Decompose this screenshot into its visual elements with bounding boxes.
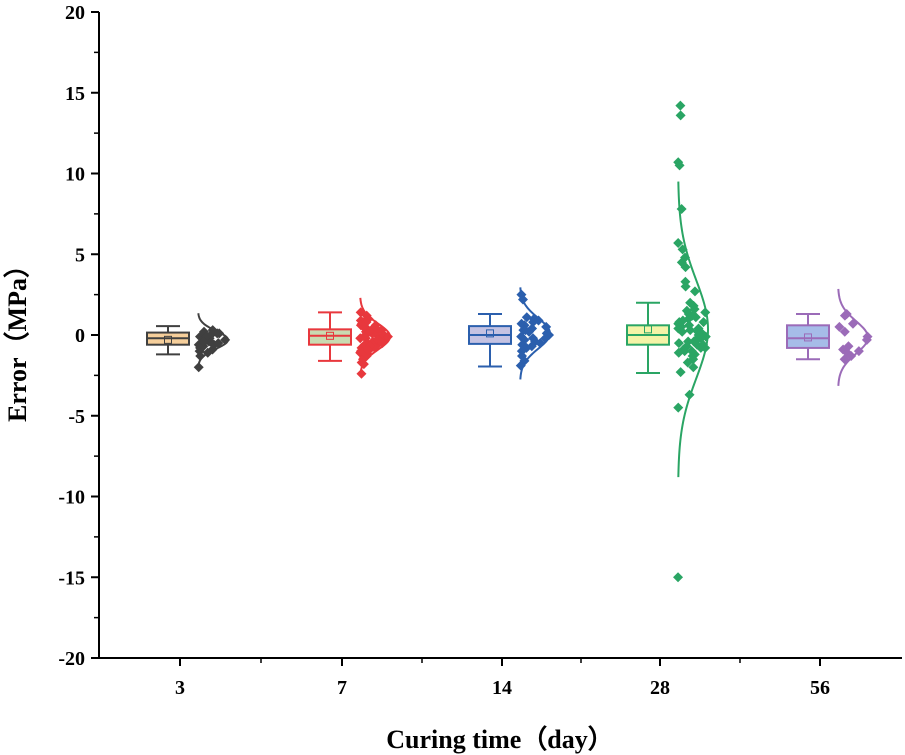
y-tick-label: -10: [58, 487, 85, 509]
plot-area: [146, 100, 873, 583]
data-point: [853, 346, 864, 357]
data-point: [377, 338, 388, 349]
x-tick-label: 14: [492, 677, 512, 699]
data-point: [698, 317, 709, 328]
y-tick-label: -5: [68, 406, 85, 428]
mean-marker: [486, 329, 494, 338]
x-axis-ticks: 3 7 14 28 56: [175, 658, 830, 699]
data-point: [193, 362, 204, 373]
data-point: [515, 360, 526, 371]
data-point: [674, 160, 685, 171]
data-point: [686, 346, 697, 357]
series-group-28: [626, 100, 711, 583]
data-point: [541, 321, 552, 332]
series-group-3: [146, 313, 231, 373]
data-point: [213, 338, 224, 349]
series-group-7: [308, 297, 393, 379]
data-point: [356, 368, 367, 379]
mean-marker: [164, 335, 172, 344]
data-point: [675, 100, 686, 111]
data-point: [355, 333, 366, 344]
data-point: [861, 334, 872, 345]
data-point: [675, 367, 686, 378]
data-point: [700, 307, 711, 318]
data-point: [695, 342, 706, 353]
mean-marker: [326, 331, 334, 340]
data-point: [358, 359, 369, 370]
data-point: [677, 326, 688, 337]
data-point: [680, 281, 691, 292]
data-point: [535, 338, 546, 349]
data-point: [834, 321, 845, 332]
data-point: [839, 354, 850, 365]
x-tick-label: 3: [175, 677, 185, 699]
box: [786, 324, 830, 349]
x-axis-title: Curing time（day）: [386, 725, 614, 754]
data-point: [207, 344, 218, 355]
data-point: [673, 237, 684, 248]
data-point: [362, 344, 373, 355]
data-point: [526, 341, 537, 352]
y-axis-ticks: -20 -15 -10 -5 0 5 10 15 20: [58, 2, 99, 670]
data-point: [839, 310, 850, 321]
data-point: [685, 325, 696, 336]
x-tick-label: 28: [650, 677, 670, 699]
mean-marker: [804, 333, 812, 342]
series-group-14: [468, 287, 555, 380]
data-point: [198, 336, 209, 347]
y-tick-label: -15: [58, 567, 85, 589]
distribution-curve: [677, 181, 710, 478]
data-point: [673, 347, 684, 358]
data-point: [533, 315, 544, 326]
x-tick-label: 56: [810, 677, 830, 699]
data-point: [674, 317, 685, 328]
data-point: [677, 244, 688, 255]
y-tick-label: 15: [65, 83, 85, 105]
data-point: [358, 321, 369, 332]
data-point: [364, 326, 375, 337]
data-point: [528, 333, 539, 344]
data-point: [673, 572, 684, 583]
data-point: [688, 336, 699, 347]
data-point: [676, 204, 687, 215]
data-point: [382, 331, 393, 342]
y-tick-label: 20: [65, 2, 85, 24]
data-point: [517, 294, 528, 305]
data-point: [847, 318, 858, 329]
data-point: [690, 312, 701, 323]
y-tick-label: 0: [75, 325, 85, 347]
y-axis-title: Error（MPa）: [3, 252, 32, 422]
data-point: [680, 262, 691, 273]
data-point: [839, 326, 850, 337]
mean-marker: [644, 325, 652, 334]
y-tick-label: 10: [65, 164, 85, 186]
data-point: [673, 338, 684, 349]
data-point: [684, 389, 695, 400]
y-tick-label: 5: [75, 244, 85, 266]
data-point: [220, 334, 231, 345]
data-point: [688, 362, 699, 373]
data-point: [520, 325, 531, 336]
box: [308, 328, 352, 346]
data-point: [689, 286, 700, 297]
data-point: [682, 357, 693, 368]
data-point: [673, 402, 684, 413]
x-tick-label: 7: [337, 677, 347, 699]
data-point: [675, 110, 686, 121]
series-group-56: [786, 288, 873, 386]
data-point: [212, 328, 223, 339]
y-tick-label: -20: [58, 648, 85, 670]
data-point: [195, 350, 206, 361]
data-point: [521, 312, 532, 323]
